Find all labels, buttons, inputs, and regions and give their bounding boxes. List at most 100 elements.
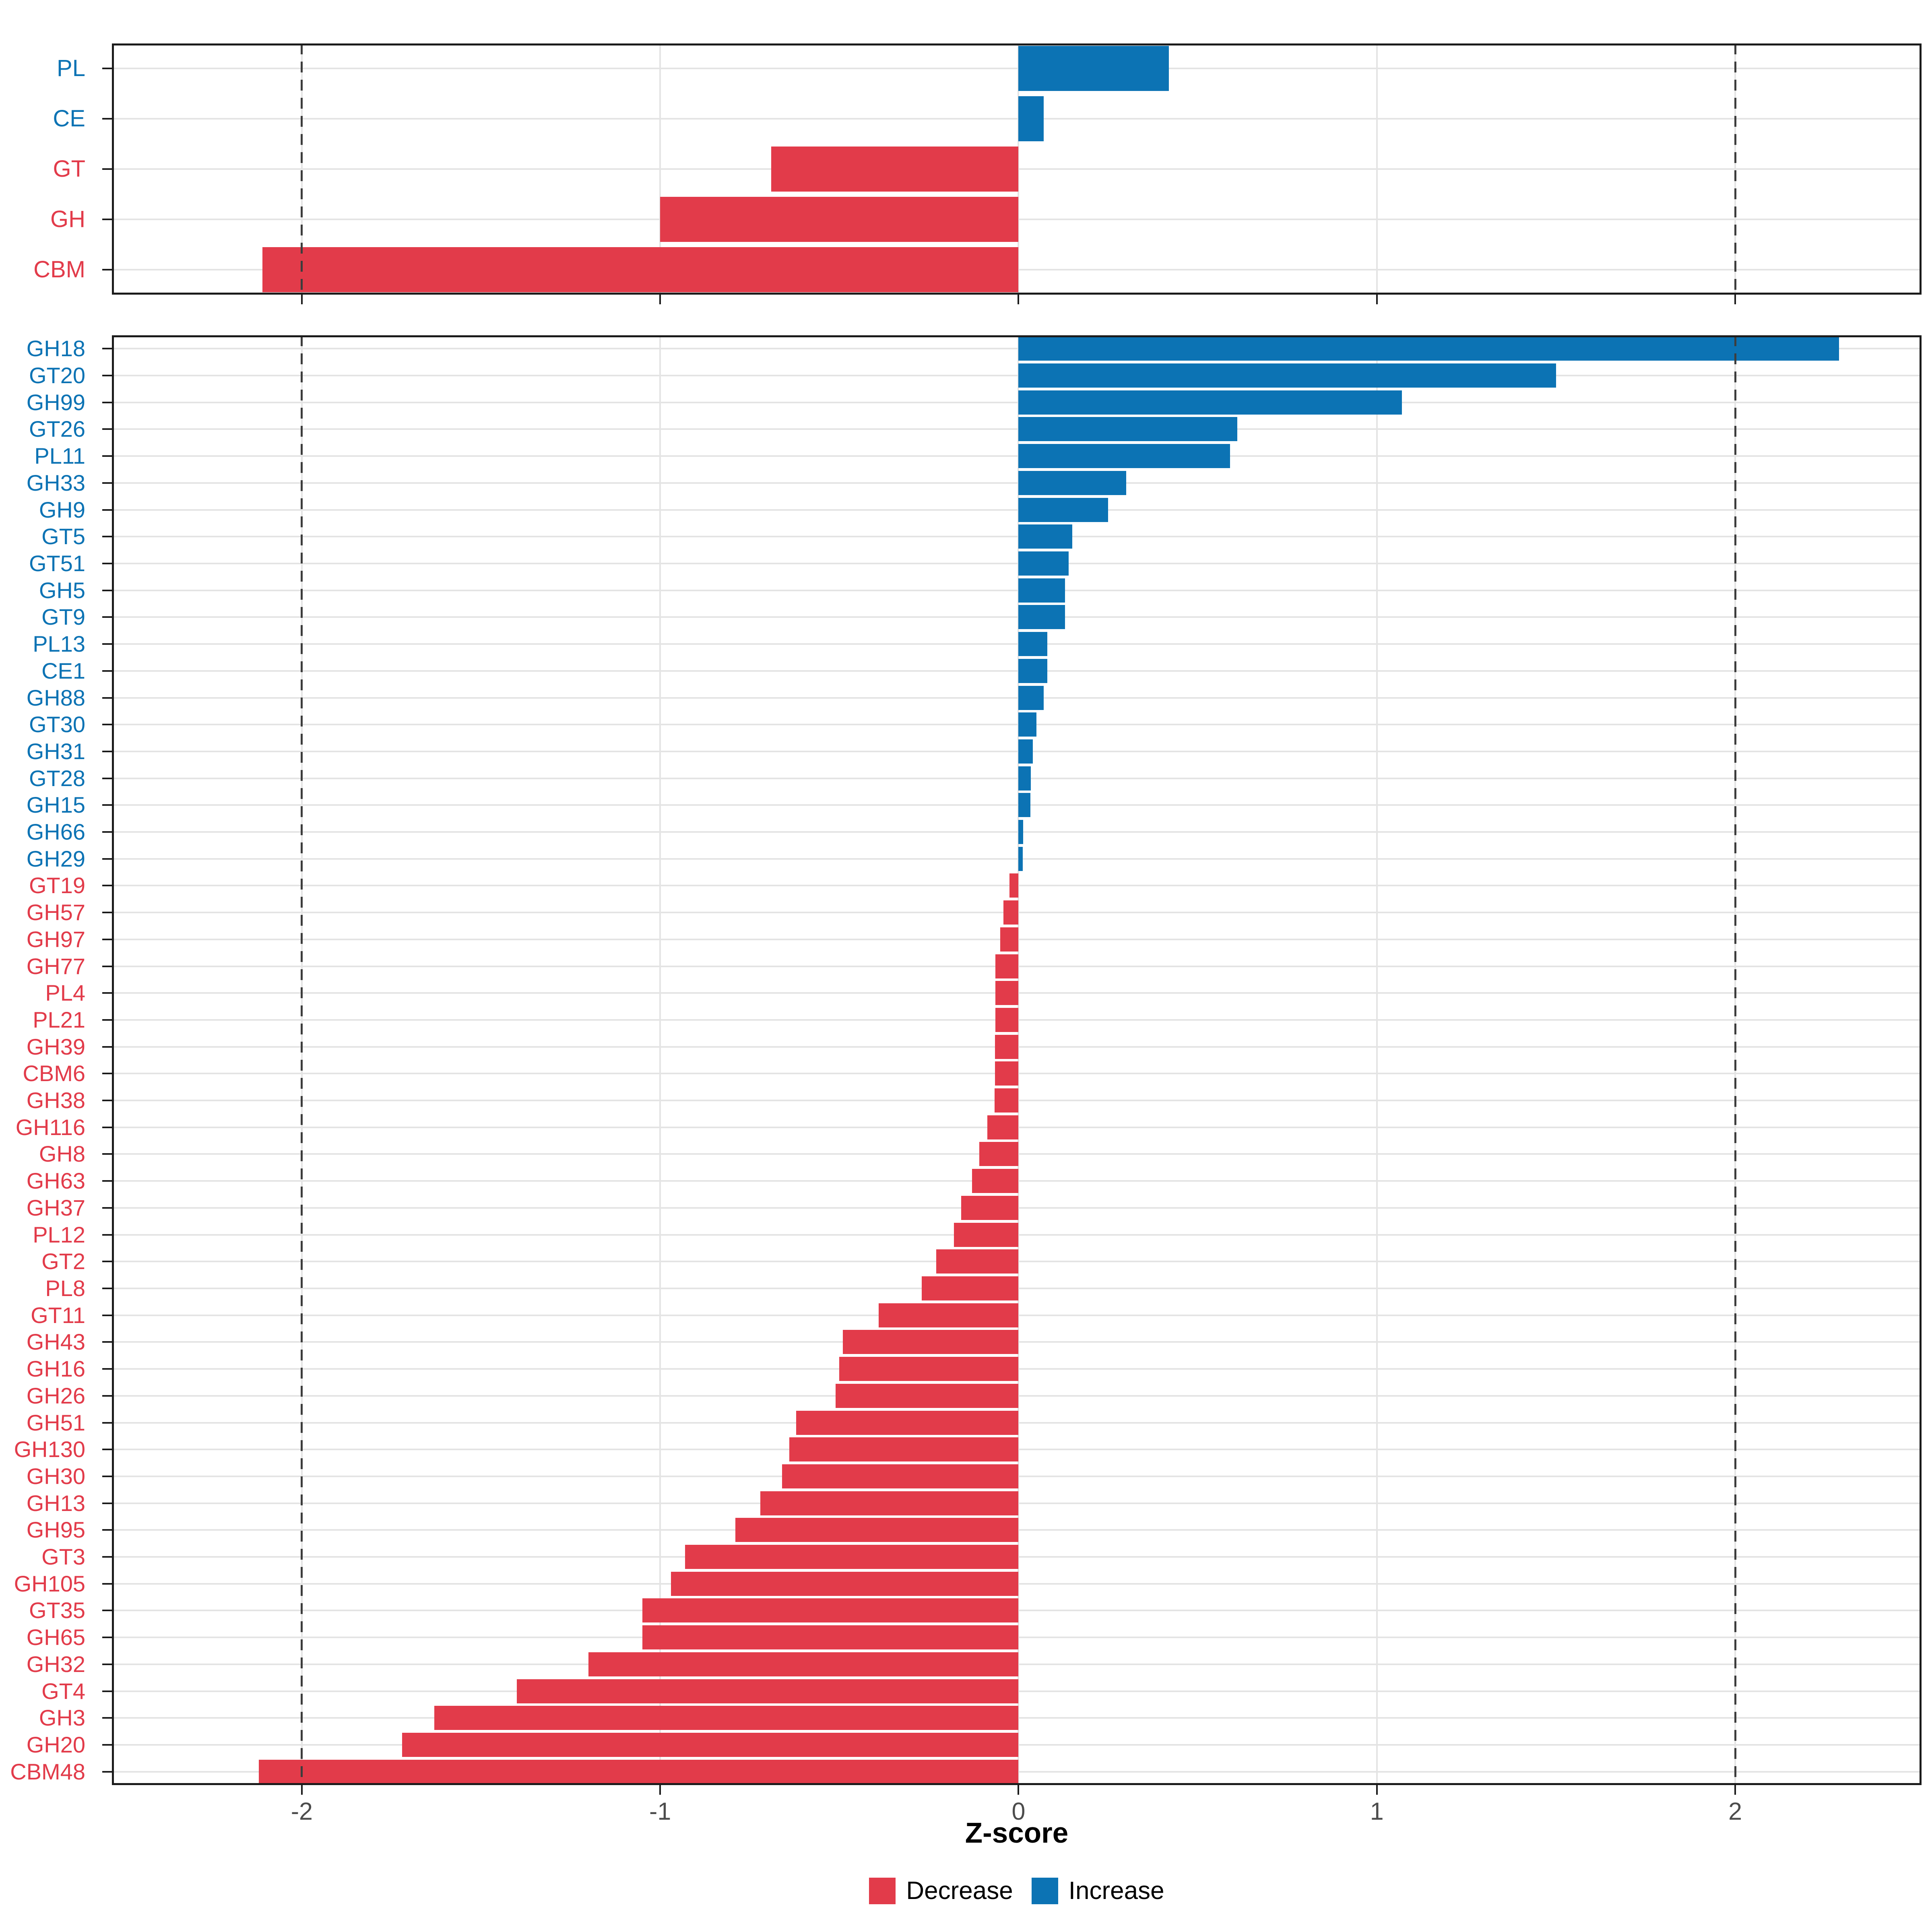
bar-gh9 — [1018, 497, 1108, 522]
bar-ce — [1018, 96, 1044, 142]
bar-gh105 — [671, 1571, 1019, 1596]
y-tick-gh15 — [102, 804, 112, 806]
category-label-gh99: GH99 — [26, 389, 85, 415]
x-axis-title: Z-score — [965, 1817, 1069, 1849]
category-label-pl: PL — [57, 55, 85, 82]
category-label-pl13: PL13 — [33, 631, 85, 657]
bar-gh38 — [994, 1088, 1019, 1113]
legend-item-increase: Increase — [1031, 1877, 1164, 1904]
category-label-pl11: PL11 — [34, 443, 85, 469]
y-tick-gt19 — [102, 885, 112, 887]
bar-pl8 — [922, 1276, 1019, 1300]
category-label-ce1: CE1 — [41, 658, 85, 683]
category-label-gt20: GT20 — [29, 363, 85, 388]
bar-gh20 — [402, 1732, 1019, 1757]
bar-gh29 — [1018, 846, 1023, 871]
y-tick-gh30 — [102, 1475, 112, 1477]
category-label-gh29: GH29 — [26, 846, 85, 871]
category-label-gh51: GH51 — [26, 1410, 85, 1435]
y-tick-cbm48 — [102, 1771, 112, 1773]
y-tick-gh32 — [102, 1663, 112, 1665]
category-label-pl12: PL12 — [33, 1222, 85, 1247]
category-label-gt9: GT9 — [41, 604, 85, 630]
category-label-cbm: CBM — [33, 256, 85, 283]
category-label-gh77: GH77 — [26, 953, 85, 979]
x-tick-2 — [1734, 1785, 1736, 1795]
y-tick-pl8 — [102, 1287, 112, 1289]
gridline-row-pl — [112, 68, 1922, 70]
category-label-gt11: GT11 — [31, 1302, 85, 1328]
gridline-row-gt5 — [112, 536, 1922, 538]
y-tick-gt9 — [102, 616, 112, 618]
x-tick--1 — [659, 295, 661, 304]
category-label-gt35: GT35 — [29, 1598, 85, 1623]
category-label-gh8: GH8 — [39, 1141, 85, 1167]
category-label-gh5: GH5 — [39, 577, 85, 603]
category-label-gh66: GH66 — [26, 819, 85, 845]
gridline-row-pl11 — [112, 455, 1922, 457]
bar-gh39 — [995, 1034, 1019, 1059]
y-tick-gt11 — [102, 1314, 112, 1316]
category-label-gt30: GT30 — [29, 712, 85, 737]
bar-gh33 — [1018, 471, 1126, 495]
y-tick-pl13 — [102, 643, 112, 645]
category-label-cbm6: CBM6 — [23, 1061, 85, 1086]
category-label-pl21: PL21 — [33, 1007, 85, 1032]
y-tick-gh77 — [102, 965, 112, 967]
gridline-row-gh29 — [112, 858, 1922, 860]
y-tick-gh97 — [102, 938, 112, 940]
category-label-gh3: GH3 — [39, 1705, 85, 1731]
category-label-gh20: GH20 — [26, 1732, 85, 1757]
category-label-gh97: GH97 — [26, 926, 85, 952]
y-tick-gh65 — [102, 1637, 112, 1639]
bar-gt3 — [685, 1545, 1019, 1569]
y-tick-gh130 — [102, 1449, 112, 1451]
x-tick-label-1: 1 — [1370, 1798, 1384, 1825]
y-tick-gh116 — [102, 1126, 112, 1128]
category-label-cbm48: CBM48 — [10, 1759, 85, 1784]
bar-pl11 — [1018, 444, 1230, 469]
y-tick-pl12 — [102, 1234, 112, 1236]
y-tick-gt35 — [102, 1610, 112, 1612]
bar-cbm6 — [995, 1061, 1019, 1086]
y-tick-gh29 — [102, 858, 112, 860]
bar-gh5 — [1018, 578, 1065, 603]
gridline-row-gh33 — [112, 482, 1922, 484]
category-label-gh95: GH95 — [26, 1517, 85, 1543]
category-label-gt26: GT26 — [29, 416, 85, 442]
y-tick-ce — [102, 118, 112, 120]
category-label-gh65: GH65 — [26, 1624, 85, 1650]
category-label-gt5: GT5 — [41, 524, 85, 549]
x-tick-1 — [1376, 1785, 1378, 1795]
gridline-row-gt28 — [112, 777, 1922, 779]
y-tick-gh37 — [102, 1207, 112, 1209]
bar-gh51 — [796, 1410, 1019, 1435]
y-tick-ce1 — [102, 670, 112, 672]
gridline-row-pl13 — [112, 643, 1922, 645]
bar-gt4 — [517, 1679, 1019, 1703]
category-label-pl4: PL4 — [45, 980, 85, 1006]
y-tick-gh43 — [102, 1341, 112, 1343]
x-tick-1 — [1376, 295, 1378, 304]
bar-gt — [771, 147, 1019, 192]
gridline-row-ce1 — [112, 670, 1922, 672]
legend-item-decrease: Decrease — [869, 1877, 1013, 1904]
category-label-gh43: GH43 — [26, 1329, 85, 1355]
y-tick-gh — [102, 218, 112, 220]
bar-gh30 — [782, 1464, 1019, 1488]
y-tick-gh31 — [102, 750, 112, 752]
y-tick-gh39 — [102, 1046, 112, 1048]
category-label-ce: CE — [53, 105, 85, 132]
y-tick-gh57 — [102, 912, 112, 914]
category-label-gt4: GT4 — [41, 1678, 85, 1704]
gridline-row-gh15 — [112, 804, 1922, 806]
bar-gt9 — [1018, 605, 1065, 630]
y-tick-gh88 — [102, 697, 112, 699]
x-tick-label-2: 2 — [1728, 1798, 1742, 1825]
legend-key-decrease-swatch — [869, 1877, 896, 1904]
category-label-gh18: GH18 — [26, 336, 85, 361]
bar-pl13 — [1018, 632, 1047, 656]
y-tick-gt4 — [102, 1690, 112, 1692]
gridline-row-gt51 — [112, 562, 1922, 564]
y-tick-gh16 — [102, 1368, 112, 1370]
